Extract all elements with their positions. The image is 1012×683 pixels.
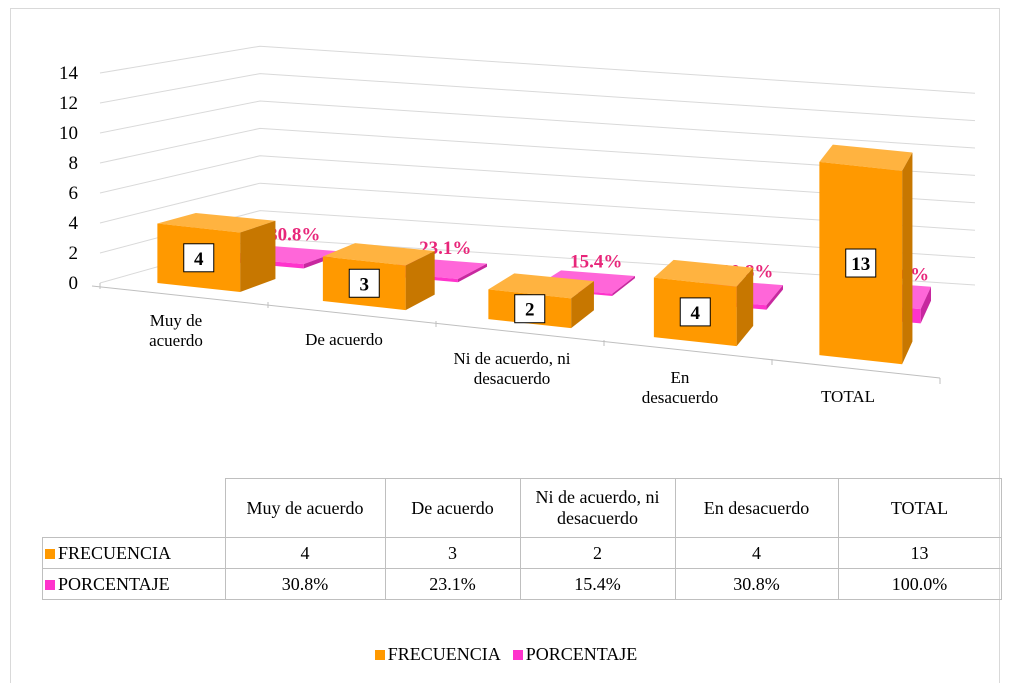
table-cell: 3 xyxy=(384,537,521,569)
bar-side xyxy=(736,267,754,347)
data-label-box xyxy=(348,268,380,298)
table-cell: 23.1% xyxy=(384,568,521,600)
bar-top xyxy=(819,144,913,171)
column-header: Ni de acuerdo, ni desacuerdo xyxy=(519,478,676,538)
grid-line xyxy=(99,182,976,231)
x-tick-label: Ni de acuerdo, ni desacuerdo xyxy=(453,348,571,388)
grid-line xyxy=(99,45,976,94)
data-label-box xyxy=(679,297,711,327)
y-tick-label: 6 xyxy=(69,183,79,204)
bar-top xyxy=(488,273,594,299)
legend-label: PORCENTAJE xyxy=(525,644,638,664)
bar-side xyxy=(612,275,635,296)
x-tick-label: Muy de acuerdo xyxy=(149,310,203,350)
data-label-box xyxy=(514,294,546,324)
legend-swatch xyxy=(45,548,55,559)
bar-side xyxy=(457,263,487,283)
row-header: FRECUENCIA xyxy=(42,537,226,569)
grid-line xyxy=(99,73,976,122)
grid-line xyxy=(99,210,976,259)
x-tick-label: En desacuerdo xyxy=(641,367,719,407)
y-tick-label: 10 xyxy=(59,123,78,144)
legend-item: FRECUENCIA xyxy=(374,644,501,664)
data-label: 15.4% xyxy=(570,251,622,272)
grid-line xyxy=(99,127,976,176)
table-cell: 13 xyxy=(837,537,1002,569)
column-header: Muy de acuerdo xyxy=(224,478,386,538)
bar-side xyxy=(240,220,276,293)
bar-top xyxy=(322,243,435,266)
y-tick-label: 14 xyxy=(59,63,79,84)
row-label: FRECUENCIA xyxy=(58,542,172,563)
data-label: 13 xyxy=(851,254,870,275)
y-tick-label: 12 xyxy=(59,93,78,114)
table-cell: 30.8% xyxy=(224,568,386,600)
table-cell: 4 xyxy=(224,537,386,569)
grid-line xyxy=(99,155,976,204)
row-label: PORCENTAJE xyxy=(58,573,170,594)
bar-top xyxy=(157,212,276,233)
legend-swatch xyxy=(45,579,55,590)
table-cell: 15.4% xyxy=(519,568,676,600)
data-label: 2 xyxy=(525,300,535,321)
data-label: 4 xyxy=(194,249,204,270)
table-row: PORCENTAJE 30.8% 23.1% 15.4% 30.8% 100.0% xyxy=(42,568,1002,600)
data-label-box xyxy=(183,243,215,273)
legend-swatch xyxy=(374,650,385,660)
column-header: De acuerdo xyxy=(384,478,521,538)
bar xyxy=(157,212,276,293)
table-cell: 30.8% xyxy=(674,568,839,600)
data-label: 30.8% xyxy=(268,224,320,245)
data-table: Muy de acuerdo De acuerdo Ni de acuerdo, n… xyxy=(42,478,1002,600)
y-tick-label: 4 xyxy=(69,213,79,234)
bar-top xyxy=(653,259,754,287)
bar-side xyxy=(571,281,594,329)
legend-label: FRECUENCIA xyxy=(387,644,501,664)
legend: FRECUENCIA PORCENTAJE xyxy=(0,644,1012,665)
table-row: FRECUENCIA 4 3 2 4 13 xyxy=(42,537,1002,569)
bar-side xyxy=(902,152,913,365)
x-tick-label: De acuerdo xyxy=(305,329,383,349)
data-label: 3 xyxy=(360,274,370,295)
column-header: En desacuerdo xyxy=(674,478,839,538)
y-tick-label: 2 xyxy=(69,243,79,264)
legend-swatch xyxy=(512,650,523,660)
y-tick-label: 0 xyxy=(69,273,79,294)
bar-side xyxy=(405,250,435,311)
legend-item: PORCENTAJE xyxy=(512,644,638,664)
column-header: TOTAL xyxy=(837,478,1002,538)
data-label: 4 xyxy=(691,303,701,324)
table-header: Muy de acuerdo De acuerdo Ni de acuerdo, n… xyxy=(42,478,1002,538)
grid-line xyxy=(99,100,976,149)
table-corner xyxy=(42,478,226,538)
row-header: PORCENTAJE xyxy=(42,568,226,600)
table-cell: 2 xyxy=(519,537,676,569)
bar-side xyxy=(920,286,931,324)
table-cell: 4 xyxy=(674,537,839,569)
data-label-box xyxy=(845,248,877,278)
x-axis xyxy=(91,285,941,379)
table-cell: 100.0% xyxy=(837,568,1002,600)
bar-side xyxy=(766,285,783,310)
chart-frame xyxy=(10,8,1000,683)
y-tick-label: 8 xyxy=(69,153,79,174)
plot: 0246810121430.8%423.1%315.4%230.8%4100.0… xyxy=(59,45,976,384)
x-tick-label: TOTAL xyxy=(820,386,876,406)
